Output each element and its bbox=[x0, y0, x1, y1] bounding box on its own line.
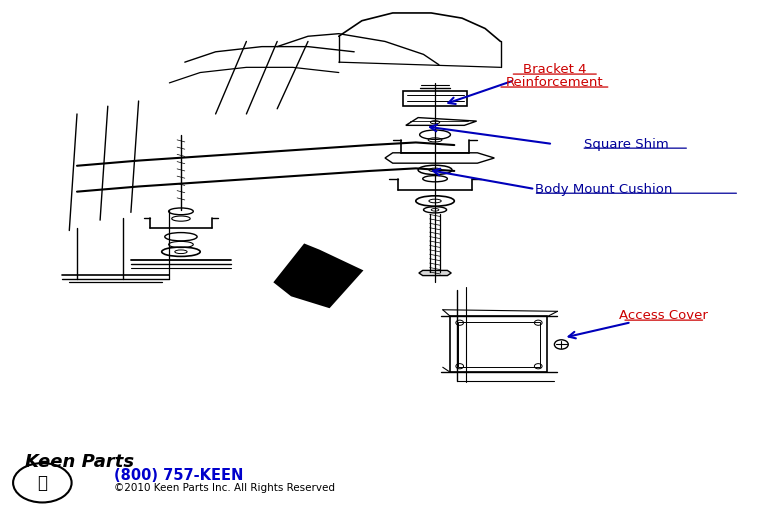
Text: Bracket 4: Bracket 4 bbox=[523, 63, 586, 77]
Text: (800) 757-KEEN: (800) 757-KEEN bbox=[114, 468, 243, 482]
Text: Body Mount Cushion: Body Mount Cushion bbox=[535, 182, 672, 196]
Text: Reinforcement: Reinforcement bbox=[506, 76, 603, 90]
Polygon shape bbox=[273, 243, 363, 308]
Text: ©2010 Keen Parts Inc. All Rights Reserved: ©2010 Keen Parts Inc. All Rights Reserve… bbox=[114, 483, 335, 494]
Text: Square Shim: Square Shim bbox=[584, 137, 668, 151]
Polygon shape bbox=[419, 270, 451, 276]
Text: 🚗: 🚗 bbox=[38, 474, 47, 492]
Text: Access Cover: Access Cover bbox=[619, 309, 708, 323]
Text: Keen Parts: Keen Parts bbox=[25, 453, 134, 471]
